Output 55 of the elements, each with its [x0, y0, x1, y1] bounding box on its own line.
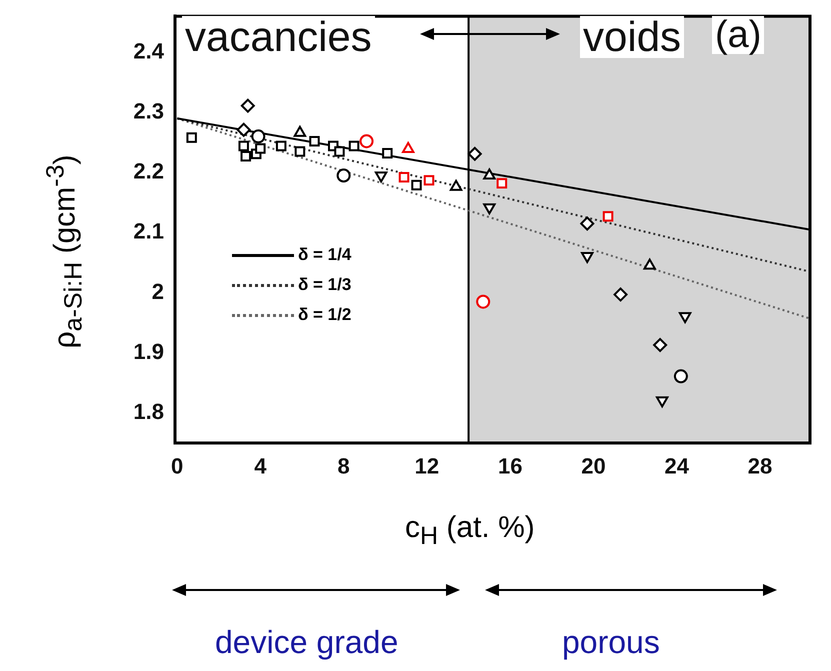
point [382, 148, 393, 158]
annotation: (a) [712, 14, 764, 56]
text: porous [562, 624, 660, 660]
x-tick-label: 24 [664, 453, 690, 478]
point [656, 396, 668, 408]
annotation: voids [580, 13, 684, 60]
annotation: vacancies [182, 13, 375, 60]
x-tick-label: 28 [748, 453, 772, 478]
point [476, 294, 490, 309]
legend-label: δ = 1/2 [298, 305, 352, 325]
point [398, 172, 410, 183]
x-axis-title: c$_{H}$ (at. %) [405, 511, 535, 550]
point [602, 211, 614, 222]
y-tick-label: 1.8 [133, 399, 164, 424]
point [496, 178, 508, 189]
point [309, 136, 320, 146]
point [276, 140, 286, 152]
legend-label: δ = 1/3 [298, 275, 352, 295]
point [334, 146, 345, 157]
point [468, 146, 482, 161]
point [674, 369, 688, 384]
point [678, 312, 692, 324]
point [255, 143, 266, 154]
y-tick-label: 2.4 [133, 38, 165, 64]
x-tick-label: 12 [414, 453, 440, 478]
point [411, 180, 422, 190]
point [294, 146, 306, 157]
x-tick-label: 4 [254, 453, 268, 478]
text: device grade [215, 624, 398, 660]
point [374, 172, 388, 182]
point [614, 288, 628, 302]
y-tick-label: 2 [152, 278, 164, 304]
point [360, 134, 374, 148]
x-tick-label: 20 [581, 453, 606, 478]
point [251, 129, 266, 144]
point [240, 151, 252, 162]
point [424, 175, 434, 186]
point [580, 216, 594, 231]
point [236, 122, 251, 137]
point [336, 168, 351, 182]
point [348, 140, 360, 152]
x-tick-label: 0 [170, 453, 184, 478]
x-tick-label: 16 [498, 453, 522, 478]
y-tick-label: 2.2 [133, 158, 164, 184]
point [653, 338, 668, 352]
x-tick-label: 8 [338, 453, 350, 478]
point [238, 140, 249, 152]
point [581, 252, 594, 264]
y-tick-label: 1.9 [133, 338, 164, 364]
y-tick-label: 2.3 [133, 98, 164, 124]
legend-label: δ = 1/4 [298, 245, 352, 265]
y-tick-label: 2.1 [133, 218, 164, 244]
point [186, 132, 197, 143]
point [483, 203, 496, 214]
point [402, 142, 414, 154]
